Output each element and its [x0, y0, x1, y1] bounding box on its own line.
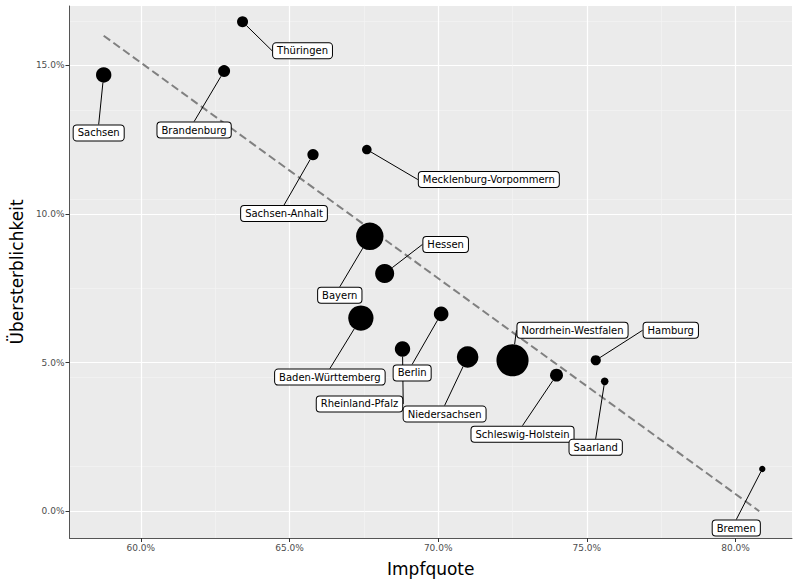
svg-text:Baden-Württemberg: Baden-Württemberg — [279, 372, 381, 383]
svg-text:70.0%: 70.0% — [424, 543, 453, 553]
svg-text:Sachsen-Anhalt: Sachsen-Anhalt — [245, 208, 323, 219]
svg-text:15.0%: 15.0% — [36, 60, 65, 70]
svg-text:Bremen: Bremen — [717, 523, 756, 534]
svg-text:Berlin: Berlin — [398, 367, 427, 378]
svg-text:Niedersachsen: Niedersachsen — [408, 409, 482, 420]
svg-text:Übersterblichkeit: Übersterblichkeit — [6, 199, 27, 344]
svg-text:Sachsen: Sachsen — [78, 127, 120, 138]
svg-text:Rheinland-Pfalz: Rheinland-Pfalz — [321, 398, 398, 409]
svg-text:Bayern: Bayern — [322, 290, 357, 301]
svg-text:Brandenburg: Brandenburg — [161, 125, 226, 136]
svg-text:Nordrhein-Westfalen: Nordrhein-Westfalen — [521, 325, 623, 336]
svg-text:Hamburg: Hamburg — [648, 325, 694, 336]
svg-text:80.0%: 80.0% — [721, 543, 750, 553]
svg-text:Impfquote: Impfquote — [387, 559, 474, 579]
svg-text:5.0%: 5.0% — [42, 358, 65, 368]
svg-text:Thüringen: Thüringen — [276, 45, 328, 56]
svg-text:10.0%: 10.0% — [36, 209, 65, 219]
svg-text:75.0%: 75.0% — [573, 543, 602, 553]
svg-text:Mecklenburg-Vorpommern: Mecklenburg-Vorpommern — [423, 174, 555, 185]
svg-text:60.0%: 60.0% — [127, 543, 156, 553]
svg-text:Saarland: Saarland — [574, 442, 618, 453]
svg-text:0.0%: 0.0% — [42, 506, 65, 516]
svg-text:Hessen: Hessen — [427, 239, 464, 250]
svg-text:65.0%: 65.0% — [275, 543, 304, 553]
svg-text:Schleswig-Holstein: Schleswig-Holstein — [475, 429, 569, 440]
